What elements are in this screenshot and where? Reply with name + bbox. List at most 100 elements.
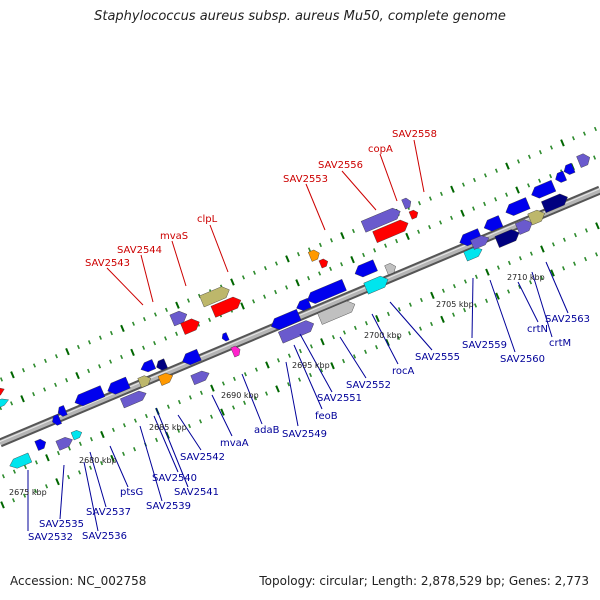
tick-dot xyxy=(153,340,157,346)
gene-arrow xyxy=(470,235,490,250)
tick-dot xyxy=(340,232,345,240)
tick-dot xyxy=(307,247,311,252)
tick-dot xyxy=(419,297,423,303)
tick-dot xyxy=(100,430,105,439)
gene-arrow xyxy=(307,249,320,262)
gene-arrow xyxy=(563,162,576,175)
tick-dot xyxy=(460,209,465,217)
tick-dot xyxy=(243,372,247,377)
label-sav2555: SAV2555 xyxy=(415,352,460,363)
tick-dot xyxy=(417,229,421,234)
kbp-2690: 2690 kbp xyxy=(221,391,259,400)
gene-arrow xyxy=(555,170,567,183)
tick-dot xyxy=(122,451,126,457)
tick-dot xyxy=(452,283,456,289)
upper-leaders xyxy=(106,139,425,306)
tick-dot xyxy=(43,358,47,364)
tick-dot xyxy=(507,289,511,294)
tick-dot xyxy=(505,162,510,170)
kbp-2675: 2675 kbp xyxy=(9,488,47,497)
tick-dot xyxy=(155,437,159,443)
tick-dot xyxy=(494,197,498,202)
tick-dot xyxy=(515,186,520,194)
tick-dot xyxy=(375,314,380,323)
tick-dot xyxy=(329,238,333,243)
tick-dot xyxy=(45,454,50,462)
label-sav2540: SAV2540 xyxy=(152,473,197,484)
label-sav2541: SAV2541 xyxy=(174,487,219,498)
gene-arrow xyxy=(210,296,242,318)
tick-dot xyxy=(100,460,104,466)
tick-dot xyxy=(298,377,302,382)
lower-leaders xyxy=(27,261,569,532)
gene-arrow xyxy=(74,385,106,407)
tick-dot xyxy=(373,248,377,253)
tick-dot xyxy=(562,237,566,242)
tick-dot xyxy=(10,401,14,406)
tick-dot xyxy=(375,345,379,350)
tick-dot xyxy=(221,381,225,386)
tick-dot xyxy=(485,268,490,276)
tick-dot xyxy=(243,400,247,405)
tick-dot xyxy=(386,311,390,317)
tick-dot xyxy=(549,173,553,179)
label-sav2551: SAV2551 xyxy=(317,393,362,404)
label-sav2559: SAV2559 xyxy=(462,340,507,351)
tick-dot xyxy=(298,348,302,354)
tick-dot xyxy=(350,255,355,264)
tick-dot xyxy=(550,269,555,277)
tick-dot xyxy=(65,347,70,356)
gene-arrow xyxy=(401,197,412,210)
tick-dot xyxy=(495,292,500,300)
gene-arrow xyxy=(221,332,230,342)
tick-dot xyxy=(210,384,215,392)
tick-dot xyxy=(560,139,565,147)
tick-dot xyxy=(505,192,509,197)
tick-dot xyxy=(275,385,280,393)
tick-dot xyxy=(287,382,291,387)
tick-dot xyxy=(364,321,368,326)
tick-dot xyxy=(188,395,192,400)
label-copa: copA xyxy=(368,144,393,155)
tick-dot xyxy=(397,335,401,341)
gene-arrow xyxy=(505,197,531,216)
tick-dot xyxy=(120,354,124,360)
tick-dot xyxy=(241,275,245,280)
tick-dot xyxy=(43,387,47,392)
tick-dot xyxy=(318,271,322,276)
tick-dot xyxy=(23,493,27,498)
tick-dot xyxy=(318,242,322,248)
tick-dot xyxy=(463,307,467,313)
tick-dot xyxy=(428,196,432,201)
tick-dot xyxy=(199,419,203,424)
gene-arrow xyxy=(169,310,188,327)
tick-dot xyxy=(340,262,344,267)
tick-dot xyxy=(362,252,366,258)
gene-arrow xyxy=(317,300,356,325)
tick-dot xyxy=(408,331,412,336)
gene-arrow xyxy=(363,275,389,295)
tick-dot xyxy=(397,307,401,312)
tick-dot xyxy=(142,345,146,350)
tick-dot xyxy=(98,335,102,340)
gene-arrow xyxy=(307,279,347,304)
gene-arrow xyxy=(541,193,568,214)
gene-arrow xyxy=(107,376,131,395)
gene-arrow xyxy=(180,318,200,335)
tick-dot xyxy=(450,215,454,221)
tick-dot xyxy=(164,336,168,341)
gene-arrow xyxy=(527,209,545,226)
tick-dot xyxy=(461,182,465,187)
gene-arrow xyxy=(34,438,47,451)
label-sav2549: SAV2549 xyxy=(282,429,327,440)
tick-dot xyxy=(188,423,192,429)
gene-arrow xyxy=(408,209,419,220)
gene-arrow xyxy=(531,179,557,199)
tick-dot xyxy=(518,284,522,290)
tick-dot xyxy=(89,465,93,470)
gene-arrow xyxy=(57,405,68,417)
tick-dot xyxy=(593,155,597,160)
tick-dot xyxy=(353,354,357,359)
gene-arrow xyxy=(0,398,9,408)
tick-dot xyxy=(540,275,544,280)
